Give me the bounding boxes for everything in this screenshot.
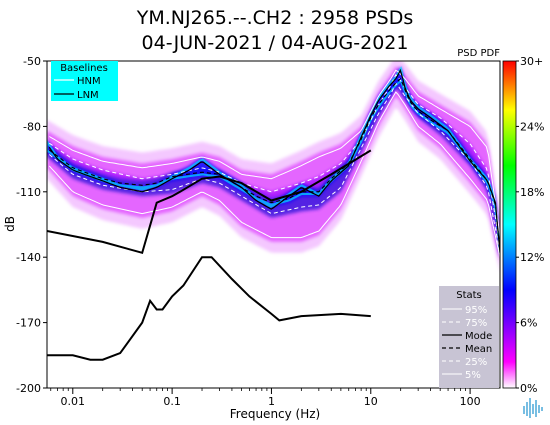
legend-mean-label: Mean (465, 344, 492, 355)
x-tick-label: 1 (268, 395, 275, 408)
legend-lnm-label: LNM (77, 90, 99, 101)
chart-title-line1: YM.NJ265.--.CH2 : 2958 PSDs (136, 7, 413, 29)
nhnm-line (47, 149, 372, 255)
colorbar (502, 60, 517, 389)
x-tick-label: 10 (364, 395, 378, 408)
x-axis-label: Frequency (Hz) (230, 407, 321, 421)
baselines-legend-title: Baselines (60, 63, 108, 74)
x-tick-label: 100 (460, 395, 481, 408)
colorbar-tick-label: 6% (520, 317, 537, 330)
legend-hnm-label: HNM (77, 76, 101, 87)
stats-legend: Stats 95% 75% Mode Mean 25% 5% (439, 286, 499, 388)
y-tick-label: -200 (16, 382, 41, 395)
psd-density-heatmap (47, 61, 500, 273)
colorbar-tick-label: 18% (520, 186, 544, 199)
p95-line (49, 69, 500, 236)
legend-p5-label: 5% (465, 370, 481, 381)
y-tick-label: -170 (16, 317, 41, 330)
colorbar-label: PSD PDF (457, 48, 500, 59)
colorbar-tick-label: 0% (520, 382, 537, 395)
plot-frame (46, 60, 501, 389)
x-tick-label: 0.01 (61, 395, 86, 408)
colorbar-tick-label: 12% (520, 251, 544, 264)
y-axis-label: dB (3, 216, 17, 232)
baselines-legend: Baselines HNM LNM (51, 61, 118, 101)
y-tick-label: -50 (23, 55, 41, 68)
legend-p75-label: 75% (465, 318, 487, 329)
legend-mode-label: Mode (465, 331, 492, 342)
mode-line (48, 68, 500, 253)
p75-line (49, 73, 500, 247)
density-band-hot (47, 66, 500, 253)
nlnm-line (47, 256, 371, 361)
density-band-p5-p95 (47, 66, 500, 262)
chart-title-line2: 04-JUN-2021 / 04-AUG-2021 (142, 32, 409, 54)
legend-p95-label: 95% (465, 305, 487, 316)
colorbar-tick-label: 24% (520, 120, 544, 133)
stats-legend-title: Stats (456, 290, 482, 301)
colorbar-tick-label: 30+ (520, 55, 543, 68)
legend-p25-label: 25% (465, 357, 487, 368)
density-band-outer (47, 61, 500, 273)
y-tick-label: -110 (16, 186, 41, 199)
x-tick-label: 0.1 (163, 395, 181, 408)
y-tick-label: -80 (23, 120, 41, 133)
waveform-logo-icon (523, 398, 543, 418)
y-tick-label: -140 (16, 251, 41, 264)
p5-line (48, 91, 500, 258)
